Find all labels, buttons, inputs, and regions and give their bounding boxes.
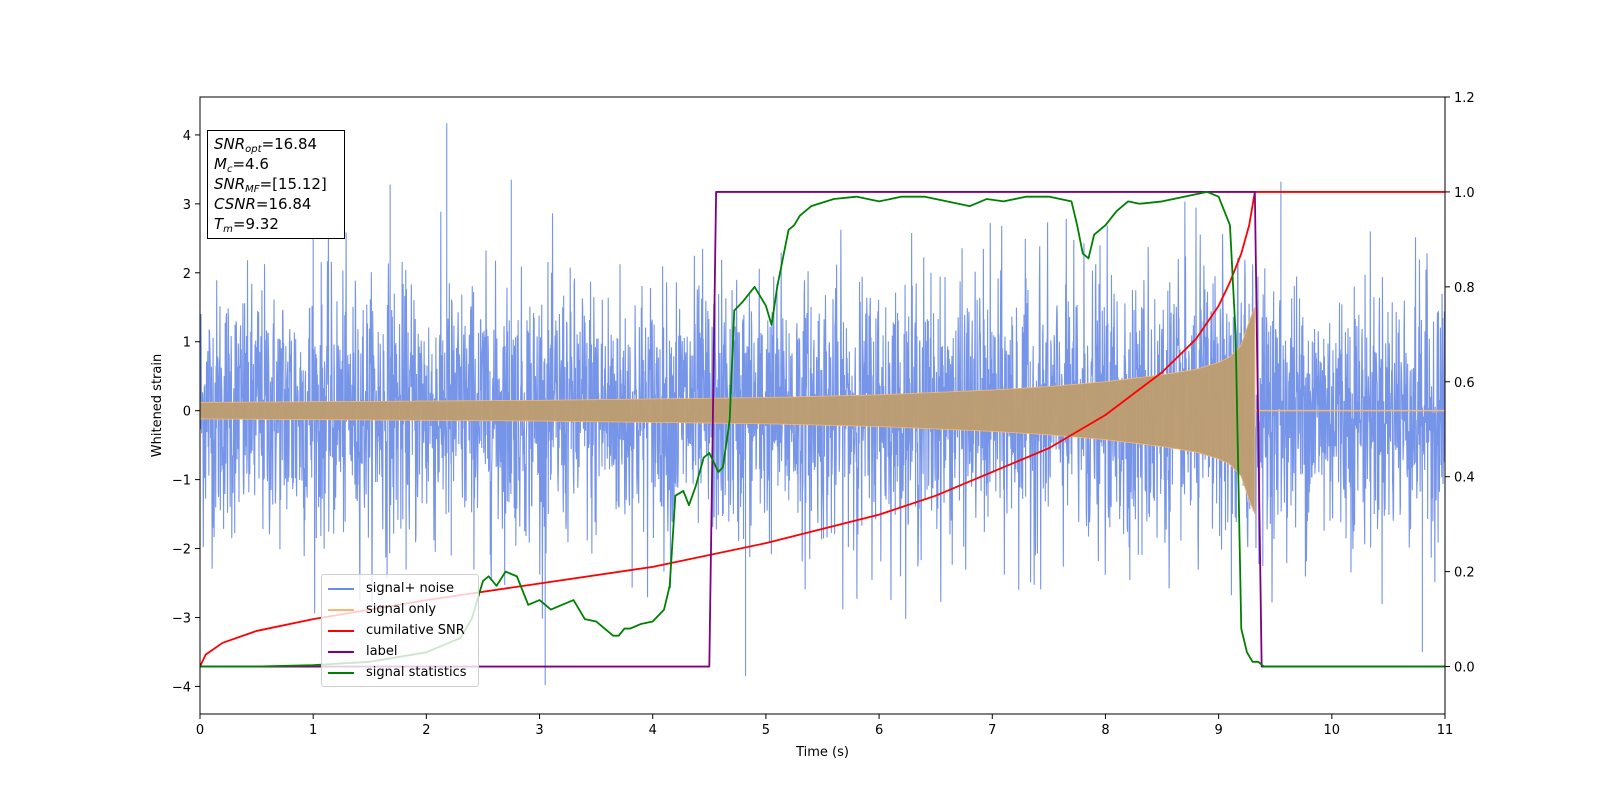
x-tick-label: 7: [988, 723, 996, 738]
y2-tick-label: 0.2: [1454, 566, 1475, 581]
y2-tick-label: 0.0: [1454, 661, 1475, 676]
x-tick-label: 8: [1101, 723, 1109, 738]
legend-swatch: [328, 629, 354, 632]
y-axis-label: Whitened strain: [150, 354, 165, 457]
x-tick-label: 4: [649, 723, 657, 738]
x-tick-label: 1: [309, 723, 317, 738]
y2-tick-label: 0.6: [1454, 376, 1475, 391]
plot-layer: [200, 123, 1445, 686]
csnr-annotation: CSNR=16.84: [214, 195, 312, 213]
y-tick-label: −3: [172, 611, 191, 626]
mc-annotation: Mc=4.6: [214, 155, 269, 175]
x-tick-label: 6: [875, 723, 883, 738]
x-tick-label: 2: [422, 723, 430, 738]
signal-statistics-line: [200, 191, 1445, 668]
x-axis-label: Time (s): [795, 745, 849, 760]
y-tick-label: −4: [172, 680, 191, 695]
legend-swatch: [328, 650, 354, 653]
signal-only-fill: [200, 307, 1256, 515]
y2-tick-label: 0.4: [1454, 471, 1475, 486]
tm-annotation: Tm=9.32: [214, 215, 279, 235]
y2-tick-label: 0.8: [1454, 281, 1475, 296]
x-tick-label: 11: [1437, 723, 1454, 738]
y-tick-label: 1: [183, 336, 191, 351]
y-tick-label: 4: [183, 129, 191, 144]
y-tick-label: −2: [172, 543, 191, 558]
legend: signal+ noise signal only cumilative SNR…: [321, 574, 479, 687]
y-tick-label: −1: [172, 474, 191, 489]
y-tick-label: 2: [183, 267, 191, 282]
legend-item-cumulative-snr: cumilative SNR: [328, 620, 472, 641]
legend-swatch: [328, 587, 354, 590]
axes-layer: 0 1 2 3 4 5 6 7 8 9 10 11 −4 −3 −2 −1 0 1 2 3 4 0.0 0.2 0.4 0.6 0…: [150, 91, 1475, 760]
y2-tick-label: 1.0: [1454, 186, 1475, 201]
snr-mf-annotation: SNRMF=[15.12]: [214, 175, 327, 195]
y-tick-label: 3: [183, 198, 191, 213]
plot-area: [200, 123, 1445, 686]
x-tick-label: 9: [1214, 723, 1222, 738]
legend-item-signal-statistics: signal statistics: [328, 662, 472, 683]
plot-frame: [199, 96, 1446, 715]
y2-tick-label: 1.2: [1454, 91, 1475, 106]
y-tick-label: 0: [183, 405, 191, 420]
legend-swatch: [328, 671, 354, 674]
legend-item-signal-noise: signal+ noise: [328, 578, 472, 599]
legend-item-signal-only: signal only: [328, 599, 472, 620]
x-tick-label: 10: [1324, 723, 1341, 738]
snr-opt-annotation: SNRopt=16.84: [214, 135, 318, 155]
legend-swatch: [328, 608, 354, 611]
snr-info-box: SNRopt=16.84 Mc=4.6 SNRMF=[15.12] CSNR=1…: [207, 130, 345, 239]
x-tick-label: 0: [196, 723, 204, 738]
signal-noise-line: [200, 123, 1445, 686]
x-tick-label: 5: [762, 723, 770, 738]
x-tick-label: 3: [535, 723, 543, 738]
legend-item-label: label: [328, 641, 472, 662]
